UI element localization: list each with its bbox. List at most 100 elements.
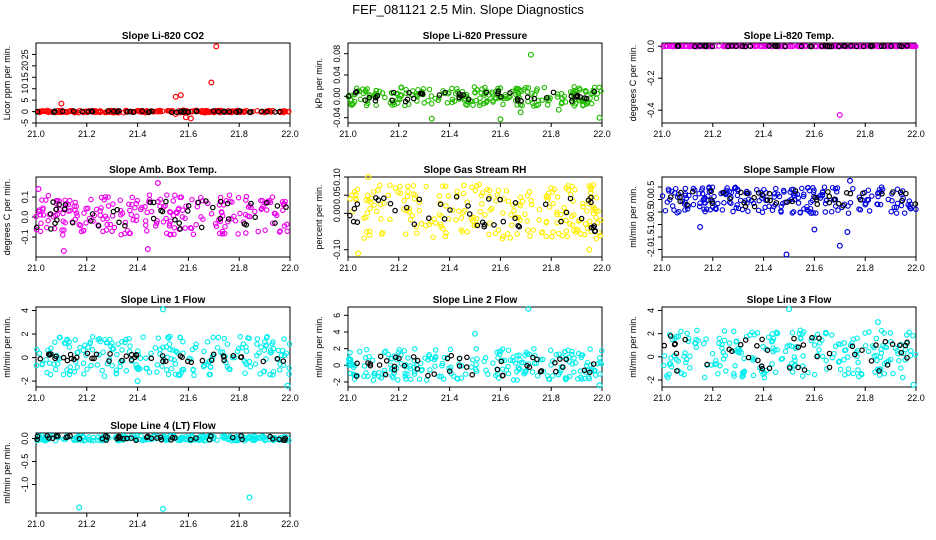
data-point	[711, 193, 717, 200]
plot-frame	[35, 306, 291, 388]
data-point	[776, 193, 783, 200]
data-point	[855, 359, 861, 366]
data-point	[423, 377, 430, 383]
data-point	[732, 363, 738, 369]
reference-point	[195, 199, 202, 206]
outlier-point	[697, 224, 704, 231]
data-point	[377, 201, 384, 208]
x-tick-label: 21.2	[390, 263, 408, 273]
data-point	[153, 220, 160, 226]
data-point	[398, 85, 404, 91]
reference-point	[67, 433, 73, 439]
data-point	[510, 358, 516, 364]
data-point	[522, 369, 528, 376]
series-points	[659, 177, 919, 258]
data-point	[436, 212, 443, 218]
y-tick-label: -0.4	[646, 102, 656, 118]
data-point	[888, 208, 894, 215]
data-point	[126, 230, 133, 237]
reference-point	[884, 362, 891, 368]
reference-point	[128, 357, 135, 363]
reference-point	[217, 215, 224, 222]
data-point	[438, 373, 445, 380]
data-point	[464, 229, 471, 235]
data-point	[385, 192, 392, 199]
data-point	[517, 194, 524, 200]
reference-point	[272, 220, 278, 226]
data-point	[477, 95, 483, 101]
data-point	[257, 371, 263, 377]
data-point	[414, 93, 421, 99]
data-point	[514, 377, 520, 383]
data-point	[224, 109, 231, 115]
reference-point	[661, 342, 668, 349]
data-point	[500, 233, 506, 240]
data-point	[261, 347, 268, 353]
reference-point	[902, 342, 909, 349]
reference-point	[853, 43, 860, 50]
data-point	[410, 183, 417, 189]
data-point	[379, 231, 385, 237]
x-tick-label: 21.4	[129, 519, 147, 529]
data-point	[454, 376, 461, 382]
data-point	[371, 202, 377, 208]
data-point	[237, 210, 243, 217]
data-point	[837, 366, 844, 373]
reference-point	[764, 197, 771, 203]
data-point	[367, 205, 373, 212]
data-point	[201, 362, 208, 369]
outlier-point	[284, 382, 291, 389]
reference-point	[169, 434, 176, 441]
data-point	[481, 100, 487, 107]
reference-point	[500, 218, 507, 225]
data-point	[528, 198, 534, 204]
data-point	[376, 182, 383, 189]
data-point	[243, 348, 250, 355]
data-point	[801, 206, 807, 212]
data-point	[143, 355, 149, 361]
data-point	[170, 198, 177, 204]
reference-point	[272, 109, 278, 115]
data-point	[469, 184, 475, 190]
data-point	[479, 190, 486, 196]
data-point	[258, 344, 264, 350]
reference-point	[128, 435, 135, 441]
reference-point	[456, 355, 463, 362]
data-point	[482, 212, 488, 218]
data-point	[442, 183, 449, 190]
data-point	[33, 213, 39, 220]
reference-point	[185, 109, 192, 115]
reference-point	[53, 433, 60, 440]
data-point	[558, 90, 565, 97]
data-point	[659, 193, 666, 199]
data-point	[505, 198, 512, 204]
reference-point	[208, 357, 215, 364]
data-point	[731, 185, 738, 192]
data-point	[449, 207, 456, 213]
data-point	[559, 232, 565, 239]
y-tick-label: 0.00	[332, 205, 342, 223]
data-point	[177, 334, 183, 341]
data-point	[568, 213, 575, 220]
series-points	[347, 174, 604, 257]
data-point	[586, 375, 592, 382]
reference-point	[465, 203, 471, 209]
reference-point	[912, 201, 919, 207]
data-point	[882, 344, 888, 350]
reference-point	[243, 222, 250, 228]
y-tick-label: -0.1	[20, 229, 30, 245]
data-point	[741, 355, 747, 362]
data-point	[363, 102, 370, 109]
x-tick-label: 22.0	[281, 519, 299, 529]
data-point	[142, 222, 149, 229]
data-point	[444, 100, 451, 106]
data-point	[44, 369, 50, 376]
data-point	[756, 197, 762, 204]
reference-point	[720, 189, 727, 196]
reference-point	[130, 109, 137, 115]
data-point	[154, 369, 160, 375]
reference-point	[814, 201, 821, 208]
x-tick-label: 21.2	[78, 129, 96, 139]
data-point	[842, 372, 848, 378]
data-point	[572, 186, 578, 193]
